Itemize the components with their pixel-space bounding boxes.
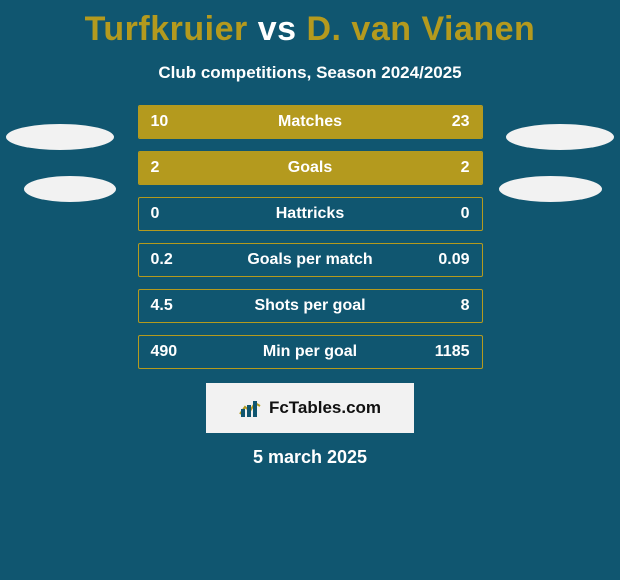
stat-value-left: 2 [139,159,199,177]
fctables-logo-icon [239,399,261,417]
stat-value-right: 1185 [422,343,482,361]
deco-ellipse [6,124,114,150]
footer-date: 5 march 2025 [0,447,620,468]
stat-value-left: 490 [139,343,199,361]
stat-label: Goals [199,159,422,177]
stat-rows: 10Matches23 2Goals2 0Hattricks0 0.2Goals pe… [138,105,483,369]
stat-value-right: 0 [422,205,482,223]
stat-row: 0Hattricks0 [138,197,483,231]
logo-bar-icon [241,409,245,417]
player2-name: D. van Vianen [306,10,535,48]
subtitle: Club competitions, Season 2024/2025 [0,63,620,83]
deco-ellipse [24,176,116,202]
deco-ellipse [506,124,614,150]
stat-label: Matches [199,113,422,131]
stat-value-left: 10 [139,113,199,131]
stat-value-right: 0.09 [422,251,482,269]
brand-text: FcTables.com [269,398,381,418]
stat-row: 0.2Goals per match0.09 [138,243,483,277]
brand-badge[interactable]: FcTables.com [206,383,414,433]
stat-value-right: 23 [422,113,482,131]
page-title: Turfkruier vs D. van Vianen [0,10,620,49]
stat-row: 2Goals2 [138,151,483,185]
stat-label: Shots per goal [199,297,422,315]
logo-bar-icon [247,405,251,417]
comparison-card: Turfkruier vs D. van Vianen Club competi… [0,0,620,580]
stat-row: 10Matches23 [138,105,483,139]
stat-value-right: 8 [422,297,482,315]
stat-row: 490Min per goal1185 [138,335,483,369]
stat-value-right: 2 [422,159,482,177]
stat-value-left: 0 [139,205,199,223]
stat-label: Hattricks [199,205,422,223]
deco-ellipse [499,176,602,202]
stat-label: Min per goal [199,343,422,361]
vs-text: vs [258,10,297,48]
logo-bar-icon [253,401,257,417]
stat-value-left: 4.5 [139,297,199,315]
player1-name: Turfkruier [85,10,248,48]
stat-row: 4.5Shots per goal8 [138,289,483,323]
stat-value-left: 0.2 [139,251,199,269]
stat-label: Goals per match [199,251,422,269]
